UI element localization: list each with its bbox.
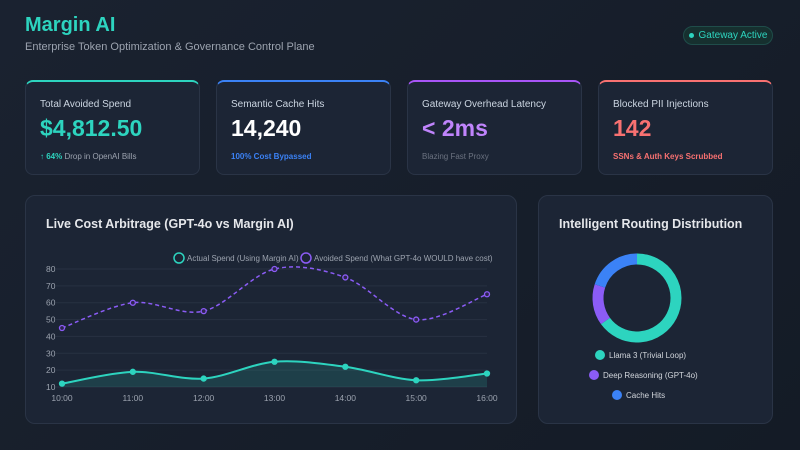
app-subtitle: Enterprise Token Optimization & Governan… (25, 41, 315, 53)
legend-label[interactable]: Actual Spend (Using Margin AI) (187, 254, 299, 263)
kpi-value: < 2ms (422, 115, 488, 141)
kpi-subtext: Blazing Fast Proxy (422, 152, 489, 161)
data-point[interactable] (413, 377, 420, 384)
status-badge: Gateway Active (683, 26, 773, 45)
y-tick-label: 30 (46, 348, 56, 358)
avoided-spend-line (61, 266, 488, 329)
kpi-label: Total Avoided Spend (40, 99, 132, 110)
kpi-card: Blocked PII Injections 142 SSNs & Auth K… (598, 80, 773, 175)
status-label: Gateway Active (698, 30, 768, 41)
data-point[interactable] (271, 358, 278, 365)
x-tick-label: 15:00 (406, 393, 428, 403)
data-point[interactable] (413, 316, 420, 323)
data-point[interactable] (58, 380, 66, 387)
kpi-label: Blocked PII Injections (613, 99, 709, 110)
kpi-card: Total Avoided Spend $4,812.50 ↑ 64% Drop… (25, 80, 200, 175)
y-tick-label: 50 (46, 315, 56, 325)
kpi-subtext: 100% Cost Bypassed (231, 152, 311, 161)
donut-legend-item[interactable]: Llama 3 (Trivial Loop) (595, 350, 686, 360)
status-dot-icon (688, 33, 694, 38)
kpi-sub-strong: ↑ 64% (40, 152, 63, 161)
x-tick-label: 13:00 (264, 393, 286, 403)
cost-chart-panel: Live Cost Arbitrage (GPT-4o vs Margin AI… (25, 195, 517, 424)
donut-slice[interactable] (601, 253, 682, 343)
data-point[interactable] (271, 265, 278, 273)
chart-title: Live Cost Arbitrage (GPT-4o vs Margin AI… (46, 217, 294, 231)
legend-swatch-icon (595, 350, 605, 360)
actual-spend-area (62, 361, 487, 387)
donut-slice[interactable] (594, 253, 638, 288)
y-tick-label: 70 (46, 281, 56, 291)
y-tick-label: 40 (46, 331, 56, 341)
y-tick-label: 80 (46, 264, 56, 274)
line-chart: 10 20 30 40 50 60 70 80 10:00 11:00 12:00 13:00 14:0… (46, 252, 498, 403)
kpi-card: Gateway Overhead Latency < 2ms Blazing F… (407, 80, 582, 175)
data-point[interactable] (342, 274, 349, 281)
data-point[interactable] (200, 307, 207, 315)
data-point[interactable] (58, 324, 66, 332)
legend-swatch-icon (173, 252, 185, 264)
y-tick-label: 20 (46, 365, 56, 375)
data-point[interactable] (483, 291, 491, 298)
kpi-label: Semantic Cache Hits (231, 99, 325, 110)
x-tick-label: 16:00 (476, 393, 498, 403)
legend-label[interactable]: Avoided Spend (What GPT-4o WOULD have co… (314, 254, 493, 263)
kpi-label: Gateway Overhead Latency (422, 99, 546, 110)
data-point[interactable] (129, 368, 136, 375)
legend-swatch-icon (300, 252, 312, 264)
y-tick-label: 10 (46, 382, 56, 392)
kpi-sub: Blazing Fast Proxy (422, 152, 489, 161)
data-point[interactable] (200, 375, 207, 382)
kpi-sub-strong: SSNs & Auth Keys Scrubbed (613, 152, 723, 161)
donut-chart (592, 253, 682, 343)
data-point[interactable] (483, 370, 491, 377)
x-tick-label: 14:00 (335, 393, 357, 403)
donut-legend-item[interactable]: Deep Reasoning (GPT-4o) (589, 370, 698, 380)
kpi-subtext: SSNs & Auth Keys Scrubbed (613, 152, 723, 161)
x-tick-label: 10:00 (51, 393, 73, 403)
kpi-subtext: ↑ 64% Drop in OpenAI Bills (40, 152, 137, 161)
x-tick-label: 11:00 (123, 393, 144, 403)
kpi-sub: Drop in OpenAI Bills (62, 152, 137, 161)
data-point[interactable] (129, 299, 136, 306)
donut-slice[interactable] (592, 284, 611, 325)
x-tick-label: 12:00 (193, 393, 215, 403)
kpi-value: 142 (613, 115, 652, 141)
data-point[interactable] (342, 363, 349, 370)
kpi-card: Semantic Cache Hits 14,240 100% Cost Byp… (216, 80, 391, 175)
app-title: Margin AI (25, 14, 116, 36)
routing-panel: Intelligent Routing Distribution Llama 3… (538, 195, 773, 424)
legend-label: Cache Hits (626, 390, 666, 400)
legend-swatch-icon (589, 370, 599, 380)
donut-legend-item[interactable]: Cache Hits (612, 390, 665, 400)
legend-swatch-icon (612, 390, 622, 400)
legend-label: Deep Reasoning (GPT-4o) (603, 370, 698, 380)
kpi-sub-strong: 100% Cost Bypassed (231, 152, 312, 161)
donut-title: Intelligent Routing Distribution (559, 217, 743, 231)
y-tick-label: 60 (46, 298, 56, 308)
kpi-value: $4,812.50 (40, 115, 143, 141)
kpi-value: 14,240 (231, 115, 302, 141)
legend-label: Llama 3 (Trivial Loop) (609, 350, 687, 360)
